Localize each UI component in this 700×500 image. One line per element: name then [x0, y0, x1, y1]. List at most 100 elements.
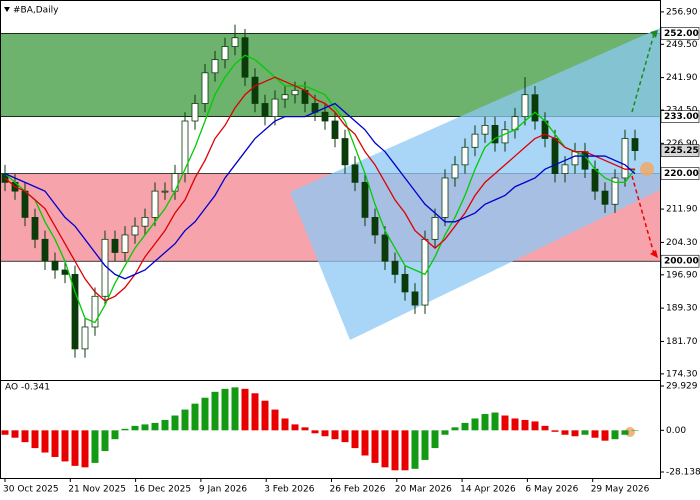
- candle-body: [441, 177, 449, 218]
- ao-bar: [171, 415, 179, 431]
- ao-bar: [181, 409, 189, 431]
- candle-body: [591, 168, 599, 192]
- ao-bar: [631, 430, 639, 431]
- moving-average: [4, 102, 636, 280]
- candle-body: [281, 94, 289, 100]
- level-label: 233.00: [664, 112, 699, 122]
- ao-bar: [111, 430, 119, 440]
- candle-body: [351, 164, 359, 183]
- ao-bar: [451, 427, 459, 431]
- candle-body: [471, 133, 479, 148]
- level-box: [660, 167, 700, 180]
- price-box: [660, 144, 700, 157]
- candle-body: [461, 146, 469, 166]
- candle-body: [501, 129, 509, 144]
- x-tick-label: 21 Nov 2025: [68, 485, 126, 495]
- trend-channel: [290, 28, 660, 340]
- ao-bar: [141, 424, 149, 431]
- x-tick-label: 14 Apr 2026: [460, 485, 516, 495]
- x-tick-label: 6 May 2026: [525, 485, 578, 495]
- y-tick-label: 181.70: [666, 337, 698, 347]
- ao-bar: [331, 430, 339, 440]
- level-box: [660, 254, 700, 268]
- ao-bar: [81, 430, 89, 468]
- y-tick-label: 174.30: [666, 369, 698, 379]
- y-tick-label: 204.30: [666, 238, 698, 248]
- candle-body: [271, 98, 279, 118]
- x-tick-label: 26 Feb 2026: [330, 485, 386, 495]
- level-label: 200.00: [664, 257, 699, 267]
- ao-bar: [611, 430, 619, 440]
- candle-body: [21, 190, 29, 218]
- ao-bar: [11, 430, 19, 438]
- title-icon: [4, 7, 10, 12]
- ao-bar: [561, 430, 569, 435]
- candle-body: [361, 181, 369, 218]
- x-tick-label: 16 Dec 2025: [134, 485, 192, 495]
- ao-bar: [371, 430, 379, 463]
- ao-bar: [431, 430, 439, 449]
- ao-bar: [191, 403, 199, 431]
- x-tick-label: 30 Oct 2025: [3, 485, 59, 495]
- up-arrow-head: [650, 30, 658, 38]
- candle-body: [561, 164, 569, 174]
- ao-bar: [291, 424, 299, 431]
- candle-body: [211, 59, 219, 74]
- moving-average: [4, 54, 636, 324]
- candle-body: [531, 94, 539, 122]
- ao-bar: [491, 412, 499, 431]
- candle-body: [601, 190, 609, 205]
- ao-bar: [421, 430, 429, 460]
- ao-tick-label: 29.929: [666, 381, 698, 391]
- candle-body: [381, 234, 389, 262]
- ao-bar: [101, 430, 109, 452]
- chart-title: #BA,Daily: [13, 6, 59, 16]
- y-tick-label: 241.90: [666, 73, 698, 83]
- candle-body: [411, 291, 419, 306]
- ao-bar: [61, 430, 69, 462]
- x-tick-label: 29 May 2026: [591, 485, 650, 495]
- ao-bar: [251, 393, 259, 431]
- candle-body: [451, 164, 459, 179]
- ao-bar: [501, 415, 509, 431]
- candle-body: [341, 138, 349, 166]
- candle-body: [61, 269, 69, 275]
- ao-bar: [211, 391, 219, 431]
- ao-frame: [0, 380, 661, 479]
- ao-bar: [261, 400, 269, 431]
- candle-body: [191, 103, 199, 122]
- y-tick-label: 196.90: [666, 270, 698, 280]
- ao-bar: [541, 425, 549, 431]
- candle-body: [581, 151, 589, 170]
- ao-bar: [621, 430, 629, 435]
- candle-body: [111, 238, 119, 253]
- ao-bar: [461, 422, 469, 431]
- candle-body: [621, 138, 629, 179]
- ao-bar: [531, 421, 539, 431]
- y-tick-label: 211.90: [666, 205, 698, 215]
- ao-bar: [311, 430, 319, 434]
- candle-body: [31, 217, 39, 240]
- candle-body: [631, 138, 639, 151]
- candle-body: [91, 295, 99, 328]
- ao-bar: [471, 418, 479, 431]
- ao-bar: [481, 414, 489, 431]
- candle-body: [201, 72, 209, 104]
- marker: [640, 162, 654, 176]
- candle-body: [161, 190, 169, 193]
- ao-bar: [221, 388, 229, 431]
- ao-bar: [91, 430, 99, 463]
- candle-body: [551, 138, 559, 174]
- candle-body: [71, 273, 79, 350]
- ao-bar: [341, 430, 349, 443]
- ao-bar: [571, 430, 579, 437]
- level-label: 252.00: [664, 29, 699, 39]
- ao-bar: [151, 422, 159, 431]
- level-box: [660, 110, 700, 123]
- ao-bar: [411, 430, 419, 469]
- level-label: 220.00: [664, 169, 699, 179]
- ao-bar: [381, 430, 389, 468]
- ao-bar: [131, 425, 139, 431]
- ao-bar: [41, 430, 49, 453]
- x-tick-label: 20 Mar 2026: [395, 485, 452, 495]
